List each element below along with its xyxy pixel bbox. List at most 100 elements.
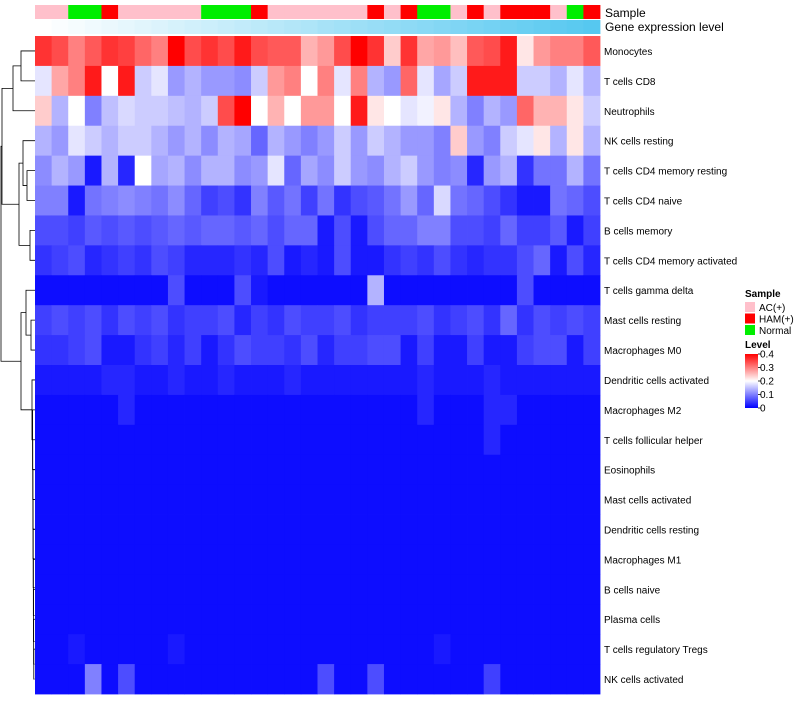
heatmap-cell	[251, 36, 269, 67]
heatmap-cell	[583, 65, 601, 97]
heatmap-cell	[167, 125, 185, 157]
heatmap-cell	[217, 275, 235, 306]
heatmap-cell	[467, 215, 485, 246]
heatmap-cell	[251, 365, 269, 396]
heatmap-cell	[566, 604, 584, 635]
heatmap-cell	[383, 305, 401, 336]
heatmap-cell	[234, 634, 252, 665]
heatmap-cell	[151, 335, 169, 366]
heatmap-cell	[550, 365, 568, 396]
heatmap-cell	[317, 514, 335, 545]
heatmap-cell	[217, 394, 235, 426]
heatmap-cell	[450, 484, 468, 515]
heatmap-cell	[267, 335, 285, 366]
heatmap-cell	[101, 604, 119, 635]
heatmap-cell	[201, 454, 219, 486]
heatmap-cell	[201, 664, 219, 695]
sample-annotation-cell	[267, 5, 285, 19]
heatmap-cell	[118, 664, 136, 695]
heatmap-cell	[35, 394, 53, 426]
heatmap-cell	[167, 454, 185, 486]
heatmap-cell	[533, 664, 551, 695]
gene-expression-annotation-cell	[566, 20, 584, 34]
heatmap-cell	[101, 305, 119, 336]
heatmap-cell	[450, 574, 468, 605]
heatmap-cell	[234, 335, 252, 366]
heatmap-cell	[201, 634, 219, 665]
heatmap-cell	[583, 634, 601, 665]
heatmap-cell	[317, 65, 335, 97]
heatmap-cell	[417, 305, 435, 336]
heatmap-cell	[300, 365, 318, 396]
heatmap-cell	[483, 36, 501, 67]
sample-track-label: Sample	[605, 6, 646, 20]
heatmap-cell	[550, 424, 568, 456]
heatmap-cell	[151, 125, 169, 157]
heatmap-cell	[300, 454, 318, 486]
heatmap-cell	[184, 36, 202, 67]
heatmap-cell	[550, 185, 568, 216]
heatmap-cell	[35, 454, 53, 486]
heatmap-cell	[417, 365, 435, 396]
heatmap-cell	[68, 514, 86, 545]
heatmap-cell	[217, 604, 235, 635]
heatmap-cell	[533, 125, 551, 157]
heatmap-cell	[167, 36, 185, 67]
row-label: T cells CD4 memory activated	[604, 256, 737, 267]
heatmap-cell	[251, 424, 269, 456]
heatmap-cell	[467, 275, 485, 306]
heatmap-cell	[184, 514, 202, 545]
heatmap-cell	[383, 155, 401, 186]
heatmap-cell	[217, 365, 235, 396]
heatmap-cell	[516, 544, 534, 575]
heatmap-cell	[184, 424, 202, 456]
heatmap-cell	[284, 95, 302, 127]
heatmap-cell	[201, 394, 219, 426]
heatmap-cell	[500, 424, 518, 456]
heatmap-cell	[300, 604, 318, 635]
heatmap-cell	[317, 335, 335, 366]
heatmap-cell	[84, 365, 102, 396]
heatmap-cell	[151, 544, 169, 575]
sample-annotation-cell	[284, 5, 302, 19]
heatmap-cell	[201, 484, 219, 515]
heatmap-cell	[317, 365, 335, 396]
heatmap-cell	[367, 394, 385, 426]
heatmap-cell	[334, 394, 352, 426]
gene-expression-annotation-cell	[550, 20, 568, 34]
heatmap-cell	[184, 454, 202, 486]
heatmap-cell	[383, 275, 401, 306]
heatmap-cell	[134, 245, 152, 276]
heatmap-cell	[583, 155, 601, 186]
heatmap-cell	[400, 95, 418, 127]
heatmap-cell	[334, 424, 352, 456]
heatmap-cell	[483, 664, 501, 695]
heatmap-cell	[334, 335, 352, 366]
sample-legend: Sample AC(+)HAM(+)Normal	[745, 289, 794, 337]
heatmap-cell	[334, 215, 352, 246]
heatmap-cell	[35, 544, 53, 575]
heatmap-cell	[184, 664, 202, 695]
heatmap-cell	[68, 155, 86, 186]
heatmap-cell	[68, 424, 86, 456]
heatmap-cell	[367, 275, 385, 306]
heatmap-cell	[101, 544, 119, 575]
gene-expression-annotation-cell	[84, 20, 102, 34]
heatmap-cell	[184, 125, 202, 157]
heatmap-cell	[383, 394, 401, 426]
heatmap-cell	[234, 125, 252, 157]
heatmap-cell	[201, 424, 219, 456]
heatmap-cell	[400, 185, 418, 216]
heatmap-cell	[267, 95, 285, 127]
heatmap-cell	[251, 634, 269, 665]
heatmap-cell	[267, 185, 285, 216]
dendrogram-link	[29, 230, 35, 261]
heatmap-cell	[450, 125, 468, 157]
heatmap-cell	[101, 365, 119, 396]
heatmap-cell	[300, 185, 318, 216]
heatmap-cell	[68, 394, 86, 426]
heatmap-cell	[500, 484, 518, 515]
heatmap-cell	[68, 245, 86, 276]
heatmap-cell	[533, 365, 551, 396]
heatmap-cell	[383, 95, 401, 127]
